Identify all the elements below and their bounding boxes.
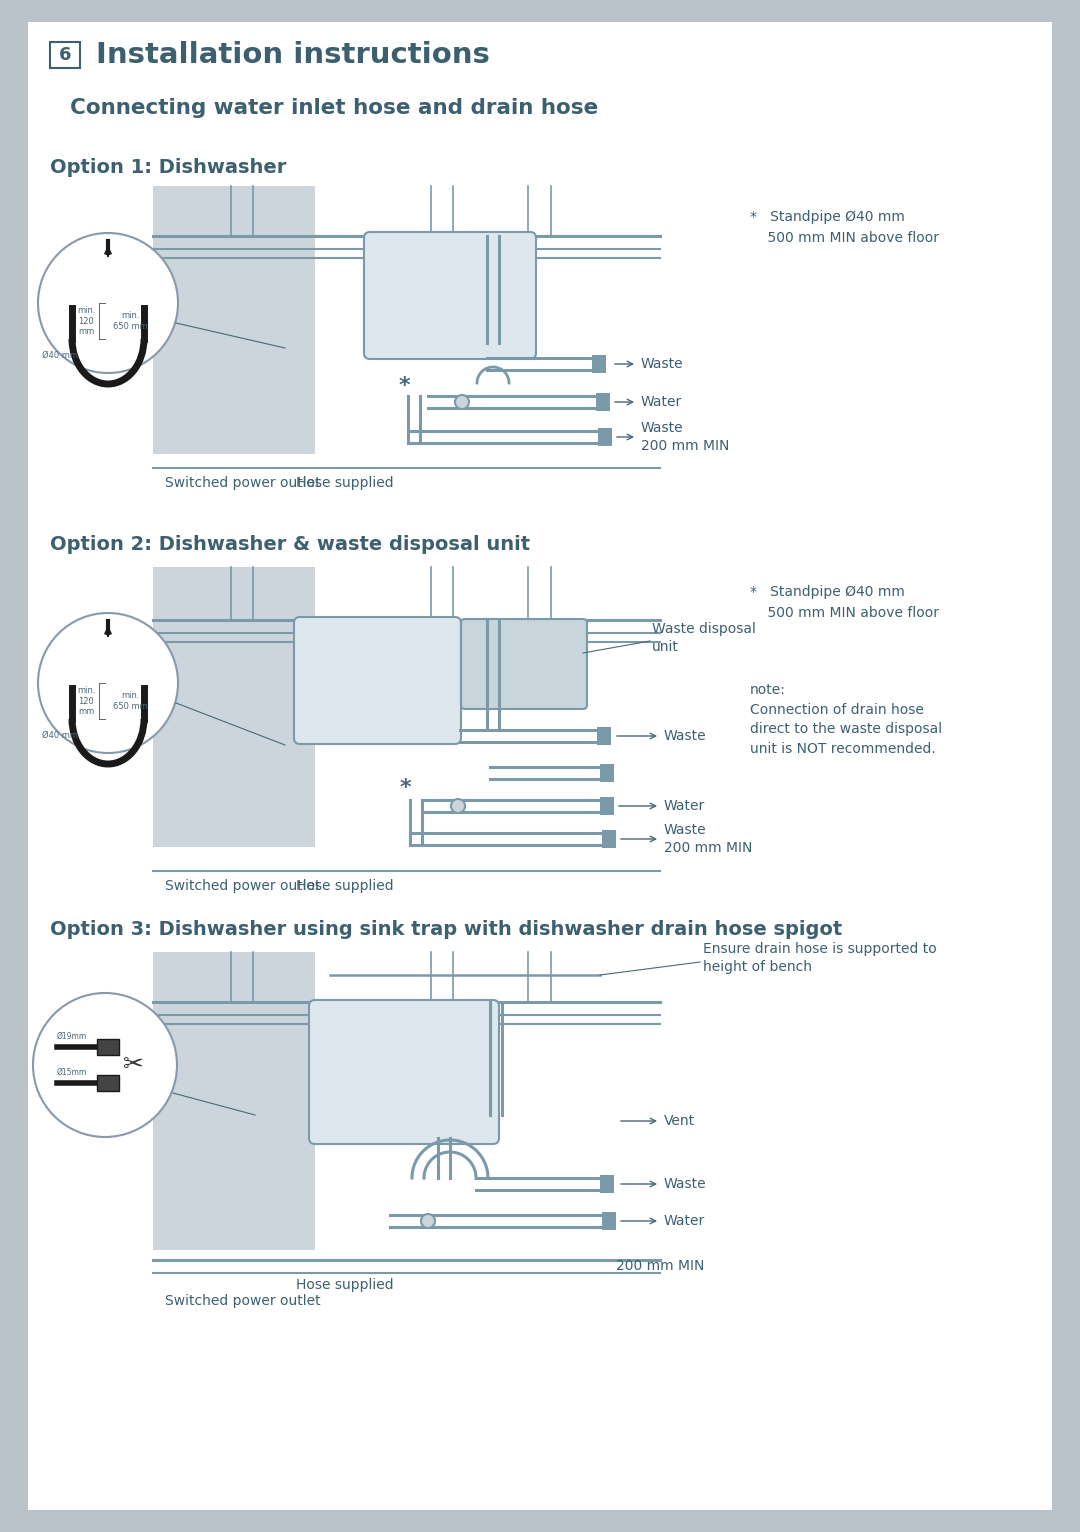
FancyBboxPatch shape [364, 231, 536, 358]
Text: Waste: Waste [664, 1177, 706, 1190]
Text: Water: Water [642, 395, 683, 409]
Text: Switched power outlet: Switched power outlet [165, 879, 321, 893]
Text: Option 2: Dishwasher & waste disposal unit: Option 2: Dishwasher & waste disposal un… [50, 535, 530, 555]
Text: 6: 6 [58, 46, 71, 64]
Circle shape [451, 800, 465, 813]
Bar [600, 764, 615, 781]
Bar [153, 567, 315, 847]
Text: Hose supplied: Hose supplied [296, 879, 393, 893]
Circle shape [38, 613, 178, 754]
FancyBboxPatch shape [461, 619, 588, 709]
Text: Waste
200 mm MIN: Waste 200 mm MIN [642, 421, 729, 453]
Bar [600, 1175, 615, 1193]
Text: *   Standpipe Ø40 mm
    500 mm MIN above floor: * Standpipe Ø40 mm 500 mm MIN above floo… [750, 210, 939, 245]
Text: min.
650 mm: min. 650 mm [112, 311, 147, 331]
Bar [602, 830, 616, 849]
Text: min.
120
mm: min. 120 mm [77, 306, 95, 336]
Text: Option 1: Dishwasher: Option 1: Dishwasher [50, 158, 286, 178]
Text: Vent: Vent [664, 1114, 696, 1128]
Text: Waste
200 mm MIN: Waste 200 mm MIN [664, 823, 753, 855]
Text: Ø40 mm: Ø40 mm [42, 731, 78, 740]
Text: Option 3: Dishwasher using sink trap with dishwasher drain hose spigot: Option 3: Dishwasher using sink trap wit… [50, 921, 842, 939]
Circle shape [455, 395, 469, 409]
Bar [598, 427, 612, 446]
Text: note:
Connection of drain hose
direct to the waste disposal
unit is NOT recommen: note: Connection of drain hose direct to… [750, 683, 942, 755]
Text: ✂: ✂ [122, 1052, 144, 1077]
Bar [602, 1212, 616, 1230]
Text: Ø15mm: Ø15mm [57, 1068, 87, 1077]
Text: Waste: Waste [642, 357, 684, 371]
Circle shape [421, 1213, 435, 1229]
Bar [153, 951, 315, 1250]
Bar [597, 728, 611, 745]
Text: Ø40 mm: Ø40 mm [42, 351, 78, 360]
Text: Installation instructions: Installation instructions [96, 41, 490, 69]
FancyBboxPatch shape [294, 617, 461, 745]
Text: min.
650 mm: min. 650 mm [112, 691, 147, 711]
Text: Switched power outlet: Switched power outlet [165, 476, 321, 490]
Text: *: * [400, 778, 410, 798]
Text: Ensure drain hose is supported to
height of bench: Ensure drain hose is supported to height… [703, 942, 936, 974]
Bar [50, 41, 80, 67]
Text: *: * [399, 375, 409, 395]
Bar [97, 1075, 119, 1091]
Text: Switched power outlet: Switched power outlet [165, 1295, 321, 1308]
Bar [596, 394, 610, 411]
Circle shape [38, 233, 178, 372]
Bar [97, 1039, 119, 1056]
Text: Hose supplied: Hose supplied [296, 1278, 393, 1291]
FancyBboxPatch shape [309, 1000, 499, 1144]
Text: Ø19mm: Ø19mm [57, 1031, 87, 1040]
Text: Hose supplied: Hose supplied [296, 476, 393, 490]
Bar [153, 185, 315, 453]
Text: 200 mm MIN: 200 mm MIN [616, 1259, 704, 1273]
Text: Water: Water [664, 1213, 705, 1229]
Text: Waste disposal
unit: Waste disposal unit [652, 622, 756, 654]
Bar [592, 355, 606, 372]
Text: min.
120
mm: min. 120 mm [77, 686, 95, 715]
Text: Connecting water inlet hose and drain hose: Connecting water inlet hose and drain ho… [70, 98, 598, 118]
Text: Waste: Waste [664, 729, 706, 743]
Circle shape [33, 993, 177, 1137]
Bar [600, 797, 615, 815]
Text: Water: Water [664, 800, 705, 813]
Text: *   Standpipe Ø40 mm
    500 mm MIN above floor: * Standpipe Ø40 mm 500 mm MIN above floo… [750, 585, 939, 619]
